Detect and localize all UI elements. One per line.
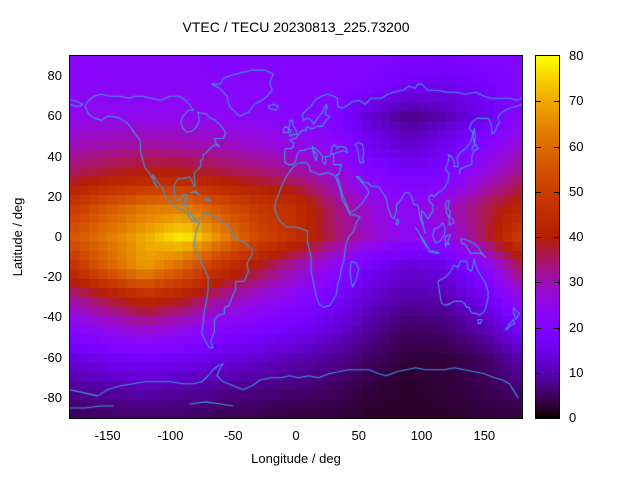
colorbar-tick-label: 60 xyxy=(569,138,584,154)
colorbar-tick xyxy=(536,372,541,374)
coastline-overlay-canvas xyxy=(70,56,522,418)
x-tick-label: 0 xyxy=(292,428,300,443)
colorbar-tick-label: 40 xyxy=(569,229,584,244)
colorbar-tick-label: 20 xyxy=(569,319,584,335)
colorbar-tick-label: 10 xyxy=(569,364,584,380)
colorbar-tick xyxy=(536,146,541,148)
x-tick-label: 150 xyxy=(473,428,496,443)
colorbar-tick xyxy=(554,372,559,374)
colorbar-tick xyxy=(554,282,559,284)
colorbar-tick-label: 30 xyxy=(569,274,584,290)
x-tick-label: 100 xyxy=(410,428,433,443)
y-tick-label: 60 xyxy=(47,108,62,124)
colorbar-tick xyxy=(554,327,559,329)
y-tick-label: -40 xyxy=(43,309,62,325)
colorbar xyxy=(535,55,560,419)
x-tick-label: -150 xyxy=(94,428,121,443)
colorbar-tick-label: 80 xyxy=(569,48,584,63)
colorbar-tick xyxy=(554,101,559,103)
colorbar-gradient-canvas xyxy=(536,56,559,418)
colorbar-tick xyxy=(536,191,541,193)
y-tick-label: -80 xyxy=(43,389,62,405)
colorbar-tick-label: 0 xyxy=(569,410,577,425)
y-tick-label: 0 xyxy=(54,229,62,244)
plot-title: VTEC / TECU 20230813_225.73200 xyxy=(182,19,410,35)
colorbar-tick xyxy=(536,237,541,238)
colorbar-tick-label: 70 xyxy=(569,93,584,109)
y-tick-label: 40 xyxy=(47,148,62,164)
colorbar-tick xyxy=(554,146,559,148)
colorbar-tick xyxy=(536,282,541,284)
colorbar-tick xyxy=(536,327,541,329)
y-tick-label: -60 xyxy=(43,349,62,365)
x-tick-label: -50 xyxy=(223,428,243,443)
colorbar-tick-label: 50 xyxy=(569,183,584,199)
y-tick-label: -20 xyxy=(43,269,62,285)
y-tick-label: 80 xyxy=(47,68,62,84)
colorbar-tick xyxy=(536,101,541,103)
colorbar-tick xyxy=(554,191,559,193)
colorbar-tick xyxy=(554,237,559,238)
x-tick-label: -100 xyxy=(157,428,184,443)
x-tick-label: 50 xyxy=(351,428,366,443)
y-tick-label: 20 xyxy=(47,188,62,204)
map-plot-area xyxy=(69,55,523,419)
x-axis-label: Longitude / deg xyxy=(251,451,341,466)
